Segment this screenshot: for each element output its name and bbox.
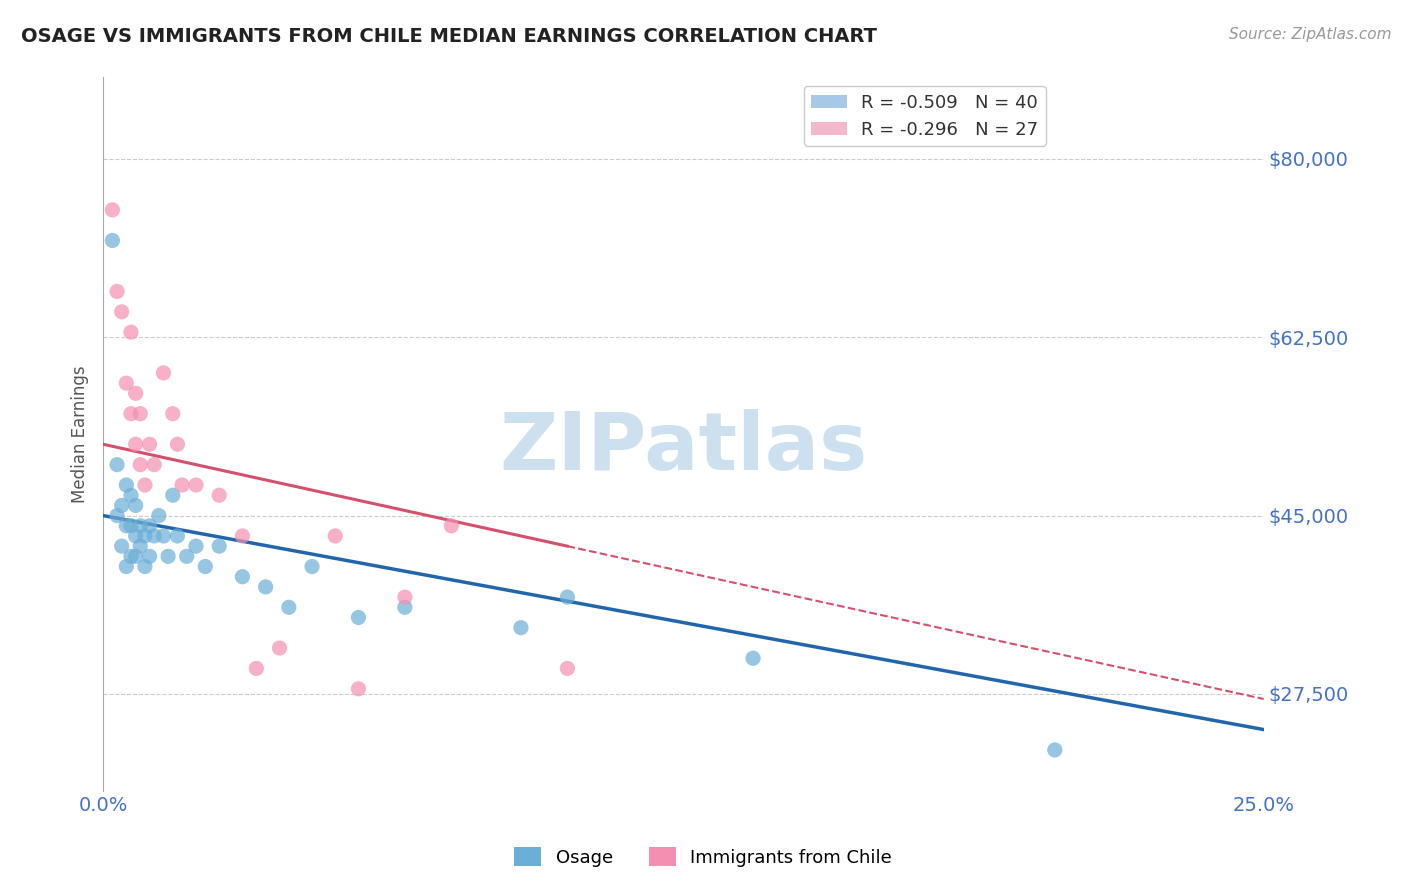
- Point: [111, 499, 134, 513]
- Point: [105, 285, 128, 299]
- Point: [120, 407, 142, 421]
- Point: [120, 518, 142, 533]
- Point: [510, 621, 533, 635]
- Point: [111, 539, 134, 553]
- Point: [124, 549, 146, 564]
- Point: [347, 681, 370, 696]
- Point: [148, 508, 170, 523]
- Point: [129, 458, 152, 472]
- Point: [143, 458, 166, 472]
- Point: [277, 600, 299, 615]
- Point: [138, 549, 160, 564]
- Point: [157, 549, 180, 564]
- Y-axis label: Median Earnings: Median Earnings: [72, 365, 89, 503]
- Point: [323, 529, 346, 543]
- Text: ZIPatlas: ZIPatlas: [499, 409, 868, 487]
- Point: [129, 518, 152, 533]
- Point: [138, 437, 160, 451]
- Point: [231, 570, 253, 584]
- Point: [134, 559, 156, 574]
- Point: [166, 529, 188, 543]
- Point: [162, 407, 184, 421]
- Point: [152, 366, 174, 380]
- Text: Source: ZipAtlas.com: Source: ZipAtlas.com: [1229, 27, 1392, 42]
- Point: [115, 518, 138, 533]
- Point: [301, 559, 323, 574]
- Point: [129, 539, 152, 553]
- Point: [166, 437, 188, 451]
- Legend: Osage, Immigrants from Chile: Osage, Immigrants from Chile: [506, 840, 900, 874]
- Point: [1043, 743, 1066, 757]
- Point: [557, 661, 579, 675]
- Point: [162, 488, 184, 502]
- Point: [120, 325, 142, 339]
- Point: [105, 508, 128, 523]
- Point: [208, 488, 231, 502]
- Point: [194, 559, 217, 574]
- Point: [440, 518, 463, 533]
- Point: [208, 539, 231, 553]
- Legend: R = -0.509   N = 40, R = -0.296   N = 27: R = -0.509 N = 40, R = -0.296 N = 27: [804, 87, 1046, 146]
- Point: [394, 590, 416, 604]
- Point: [245, 661, 267, 675]
- Point: [129, 407, 152, 421]
- Point: [742, 651, 765, 665]
- Point: [231, 529, 253, 543]
- Point: [120, 549, 142, 564]
- Point: [124, 386, 146, 401]
- Point: [115, 376, 138, 391]
- Point: [152, 529, 174, 543]
- Point: [143, 529, 166, 543]
- Point: [105, 458, 128, 472]
- Point: [124, 437, 146, 451]
- Point: [124, 499, 146, 513]
- Point: [557, 590, 579, 604]
- Point: [101, 234, 124, 248]
- Point: [184, 539, 207, 553]
- Text: OSAGE VS IMMIGRANTS FROM CHILE MEDIAN EARNINGS CORRELATION CHART: OSAGE VS IMMIGRANTS FROM CHILE MEDIAN EA…: [21, 27, 877, 45]
- Point: [111, 305, 134, 319]
- Point: [134, 478, 156, 492]
- Point: [347, 610, 370, 624]
- Point: [101, 202, 124, 217]
- Point: [176, 549, 198, 564]
- Point: [394, 600, 416, 615]
- Point: [134, 529, 156, 543]
- Point: [138, 518, 160, 533]
- Point: [269, 641, 291, 656]
- Point: [254, 580, 277, 594]
- Point: [184, 478, 207, 492]
- Point: [170, 478, 193, 492]
- Point: [120, 488, 142, 502]
- Point: [115, 559, 138, 574]
- Point: [124, 529, 146, 543]
- Point: [115, 478, 138, 492]
